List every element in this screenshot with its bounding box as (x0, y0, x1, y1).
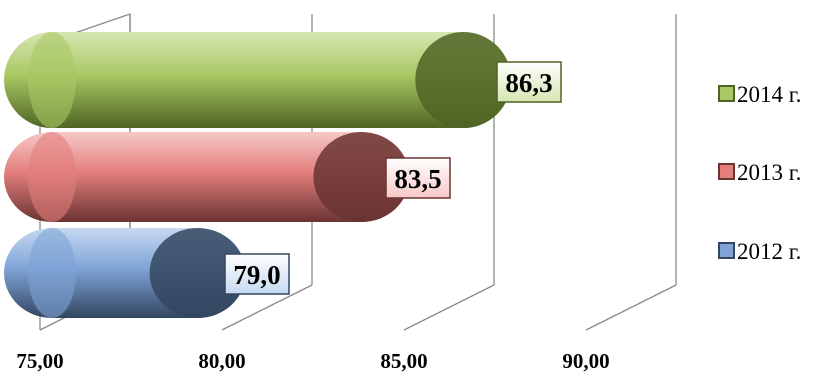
legend-swatch (718, 163, 735, 180)
bar-end-cap (149, 228, 246, 318)
x-tick-label: 75,00 (16, 349, 63, 373)
data-label-box (385, 157, 451, 199)
bar-2012 (4, 228, 246, 318)
legend-label: 2013 г. (737, 160, 801, 185)
bar-end-cap (313, 132, 410, 222)
gridline-floor (221, 284, 313, 331)
legend-item: 2012 г. (718, 239, 801, 264)
legend-item: 2013 г. (718, 160, 801, 185)
data-label-box (496, 61, 562, 103)
bar-start-cap (28, 32, 76, 128)
data-label-text: 83,5 (394, 164, 441, 194)
data-label-box (224, 253, 290, 295)
x-axis-ticks: 75,00 80,00 85,00 90,00 (16, 349, 609, 373)
bar-start-cap (28, 132, 76, 222)
gridline-floor (403, 284, 495, 331)
x-tick-label: 90,00 (562, 349, 609, 373)
data-label-text: 86,3 (505, 68, 552, 98)
data-label: 83,5 (385, 157, 451, 199)
legend-swatch (718, 85, 735, 102)
x-tick-label: 80,00 (198, 349, 245, 373)
legend-swatch (718, 242, 735, 259)
x-tick-label: 85,00 (380, 349, 427, 373)
legend-label: 2012 г. (737, 239, 801, 264)
gridline-floor (585, 284, 677, 331)
bar-start-cap (28, 228, 76, 318)
bar-body (4, 132, 410, 222)
legend-label: 2014 г. (737, 82, 801, 107)
legend: 2012 г. 2013 г. 2014 г. (718, 82, 801, 264)
bar-end-cap (415, 32, 512, 128)
bar-2013 (4, 132, 410, 222)
bar-body (4, 32, 512, 128)
chart-bars: 79,0 83,5 86,3 (4, 32, 562, 318)
data-label: 86,3 (496, 61, 562, 103)
data-label: 79,0 (224, 253, 290, 295)
data-label-text: 79,0 (233, 260, 280, 290)
bar-2014 (4, 32, 512, 128)
legend-item: 2014 г. (718, 82, 801, 107)
